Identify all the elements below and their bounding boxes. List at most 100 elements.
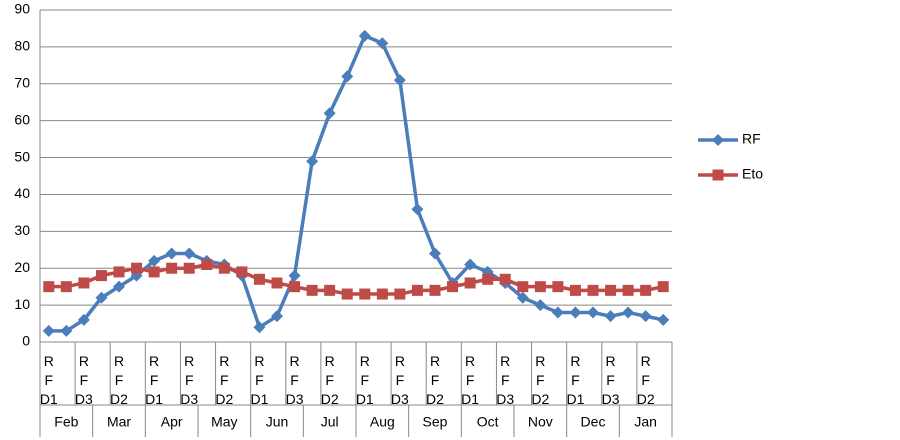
point [605, 284, 617, 296]
point [43, 281, 55, 293]
point [78, 277, 90, 289]
point [271, 310, 283, 323]
point [657, 281, 669, 293]
point [359, 288, 371, 300]
point [587, 306, 599, 319]
point [712, 134, 724, 146]
point [341, 288, 353, 300]
point [60, 281, 72, 293]
x-tick-label: RF D2 [636, 353, 655, 407]
point [324, 284, 336, 296]
x-tick-label: RF D2 [426, 353, 444, 407]
point [148, 254, 161, 267]
point [236, 266, 248, 278]
x-tick-label: RF D2 [110, 353, 128, 407]
group-label: Feb [54, 414, 78, 430]
point [253, 273, 265, 285]
x-tick-label: RF D1 [461, 353, 480, 407]
point [218, 262, 230, 274]
point [534, 281, 546, 293]
group-label: Jun [266, 414, 289, 430]
point [95, 291, 108, 304]
point [569, 306, 582, 319]
point [429, 247, 441, 260]
point [165, 247, 178, 260]
point [464, 258, 477, 271]
point [657, 313, 670, 326]
point [622, 284, 634, 296]
point [95, 270, 107, 282]
point [712, 169, 724, 181]
point [271, 277, 283, 289]
point [587, 284, 599, 296]
group-label: Aug [370, 414, 395, 430]
point [113, 266, 125, 278]
point [148, 266, 160, 278]
group-label: Jan [634, 414, 657, 430]
x-tick-label: RF D3 [74, 353, 93, 407]
point [42, 324, 55, 337]
point [482, 273, 494, 285]
point [622, 306, 635, 319]
group-label: Mar [107, 414, 131, 430]
group-label: Nov [528, 414, 553, 430]
legend-label: Eto [742, 166, 763, 182]
point [376, 37, 389, 50]
x-tick-label: RF D1 [145, 353, 164, 407]
group-label: Oct [477, 414, 499, 430]
point [604, 310, 617, 323]
point [393, 74, 406, 87]
y-tick-label: 90 [14, 1, 30, 17]
y-tick-label: 10 [14, 296, 30, 312]
group-label: May [211, 414, 237, 430]
legend-label: RF [742, 131, 761, 147]
point [358, 29, 371, 42]
point [551, 306, 564, 319]
y-tick-label: 60 [14, 111, 30, 127]
point [516, 291, 529, 304]
point [569, 284, 581, 296]
y-tick-label: 40 [14, 185, 30, 201]
point [183, 262, 195, 274]
group-label: Jul [321, 414, 339, 430]
x-tick-label: RF D3 [285, 353, 304, 407]
y-tick-label: 70 [14, 74, 30, 90]
point [60, 324, 73, 337]
point [640, 284, 652, 296]
point [411, 203, 424, 216]
point [499, 273, 511, 285]
point [376, 288, 388, 300]
group-label: Sep [423, 414, 448, 430]
x-tick-label: RF D3 [180, 353, 199, 407]
point [131, 262, 143, 274]
point [552, 281, 564, 293]
point [411, 284, 423, 296]
point [464, 277, 476, 289]
point [201, 259, 213, 271]
group-label: Apr [161, 414, 183, 430]
point [306, 155, 319, 168]
point [289, 281, 301, 293]
x-tick-label: RF D1 [250, 353, 269, 407]
x-tick-label: RF D1 [39, 353, 58, 407]
point [517, 281, 529, 293]
point [323, 107, 336, 120]
y-tick-label: 30 [14, 222, 30, 238]
point [394, 288, 406, 300]
x-tick-label: RF D3 [496, 353, 515, 407]
point [253, 321, 266, 334]
y-tick-label: 20 [14, 259, 30, 275]
point [429, 284, 441, 296]
point [306, 284, 318, 296]
x-tick-label: RF D3 [601, 353, 620, 407]
x-tick-label: RF D1 [566, 353, 585, 407]
y-tick-label: 50 [14, 148, 30, 164]
x-tick-label: RF D2 [531, 353, 550, 407]
point [447, 281, 459, 293]
y-tick-label: 0 [22, 333, 30, 349]
point [183, 247, 196, 260]
point [341, 70, 354, 83]
point [288, 269, 301, 282]
